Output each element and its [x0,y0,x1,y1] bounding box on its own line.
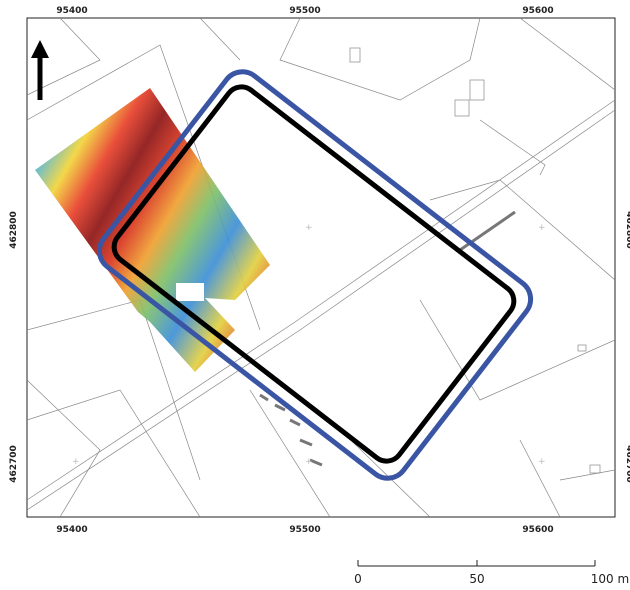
scale-bar: 0 50 100 m [354,560,629,586]
scale-label: 0 [354,572,362,586]
left-coord-label: 462800 [9,211,19,249]
right-coord-label: 462700 [624,445,630,483]
top-coord-label: 95600 [522,6,553,16]
bottom-coord-label: 95400 [56,525,87,535]
top-coord-label: 95400 [56,6,87,16]
svg-text:+: + [538,457,546,467]
bottom-coord-label: 95600 [522,525,553,535]
bottom-coord-label: 95500 [289,525,320,535]
scale-label: 100 m [591,572,629,586]
svg-text:+: + [538,223,546,233]
svg-text:+: + [72,457,80,467]
right-coord-label: 462800 [624,211,630,249]
map-figure: + + + + + 95400 95500 95600 95400 95500 95600… [0,0,630,586]
left-coord-label: 462700 [9,445,19,483]
svg-text:+: + [305,223,313,233]
scale-label: 50 [469,572,484,586]
top-coord-label: 95500 [289,6,320,16]
svg-text:+: + [305,457,313,467]
survey-gap [176,283,204,301]
